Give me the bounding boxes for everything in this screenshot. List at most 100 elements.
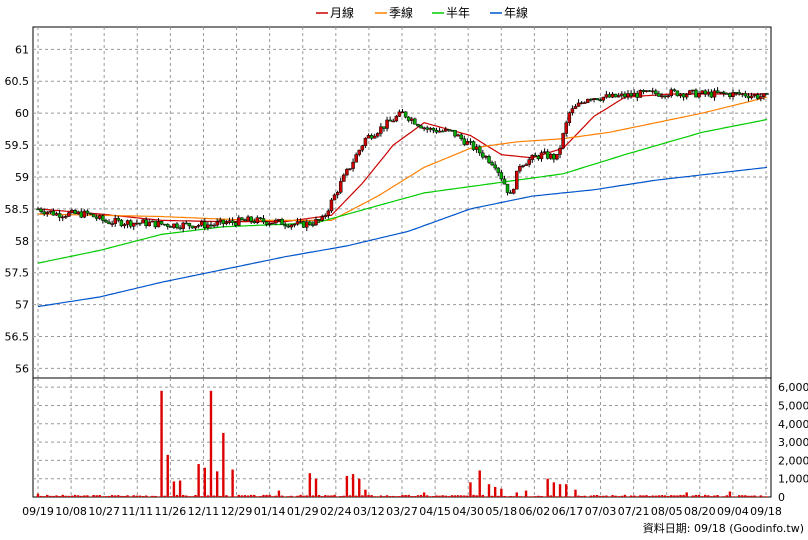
volume-bar bbox=[225, 495, 228, 497]
ma-line bbox=[37, 166, 768, 308]
volume-bar bbox=[169, 496, 173, 497]
date-tick-label: 03/12 bbox=[353, 505, 385, 518]
volume-bar bbox=[518, 496, 522, 497]
volume-bar bbox=[104, 496, 108, 497]
volume-bar bbox=[256, 496, 259, 497]
price-tick-label: 61 bbox=[15, 43, 29, 56]
candle bbox=[91, 213, 96, 218]
volume-bar bbox=[215, 471, 219, 497]
volume-bar bbox=[36, 493, 40, 497]
volume-bar bbox=[55, 495, 58, 497]
candle bbox=[301, 220, 306, 228]
volume-bar bbox=[336, 496, 339, 497]
volume-bar bbox=[719, 496, 722, 497]
candle bbox=[765, 92, 769, 95]
volume-bar bbox=[132, 495, 135, 497]
volume-bar bbox=[558, 484, 562, 497]
candle bbox=[440, 129, 445, 133]
volume-bar bbox=[685, 492, 688, 497]
candle bbox=[471, 140, 476, 152]
candle bbox=[511, 188, 516, 195]
volume-bar bbox=[320, 496, 324, 497]
volume-bar bbox=[592, 495, 596, 497]
candle bbox=[51, 208, 56, 216]
candle bbox=[453, 130, 457, 138]
date-tick-label: 09/18 bbox=[750, 505, 782, 518]
volume-bar bbox=[475, 495, 478, 497]
candle bbox=[329, 197, 334, 213]
volume-bar bbox=[419, 494, 423, 497]
legend-label: 半年 bbox=[446, 6, 470, 20]
volume-bar bbox=[565, 484, 568, 497]
volume-bar bbox=[163, 495, 166, 497]
candle bbox=[595, 98, 599, 101]
volume-bar bbox=[209, 390, 213, 497]
volume-bar bbox=[490, 495, 494, 497]
volume-bar bbox=[722, 496, 725, 497]
volume-bar bbox=[571, 496, 574, 497]
candle bbox=[101, 213, 105, 224]
candle bbox=[490, 160, 494, 166]
candle bbox=[564, 120, 568, 137]
volume-bar bbox=[126, 495, 129, 497]
volume-bar bbox=[73, 494, 77, 497]
candle bbox=[289, 224, 294, 230]
volume-bar bbox=[639, 495, 642, 497]
volume-bar bbox=[744, 495, 747, 497]
candle bbox=[477, 145, 482, 156]
volume-bar bbox=[546, 478, 549, 497]
candle bbox=[419, 124, 423, 129]
volume-bar bbox=[676, 495, 679, 497]
volume-bar bbox=[385, 495, 389, 497]
candle bbox=[342, 173, 346, 182]
legend-label: 季線 bbox=[389, 5, 413, 20]
candle bbox=[360, 144, 365, 153]
candle bbox=[372, 133, 377, 139]
candle bbox=[104, 218, 108, 224]
candle bbox=[335, 190, 340, 199]
volume-bar bbox=[626, 496, 630, 497]
volume-bar bbox=[46, 494, 49, 497]
candle bbox=[85, 209, 90, 217]
candle bbox=[122, 222, 127, 229]
candlesticks bbox=[36, 87, 769, 233]
candle bbox=[138, 222, 142, 227]
volume-bar bbox=[178, 480, 182, 497]
candle bbox=[280, 217, 284, 226]
candle bbox=[113, 214, 117, 227]
volume-bar bbox=[228, 496, 231, 497]
date-tick-label: 12/29 bbox=[221, 505, 253, 518]
candle bbox=[379, 123, 383, 137]
volume-bar bbox=[154, 495, 157, 497]
volume-bar bbox=[651, 495, 654, 497]
candle bbox=[447, 128, 451, 132]
candle bbox=[515, 170, 519, 190]
candle bbox=[376, 132, 380, 138]
volume-bar bbox=[552, 482, 556, 497]
volume-bar bbox=[148, 496, 151, 497]
volume-bar bbox=[287, 496, 290, 497]
candle bbox=[558, 144, 562, 159]
volume-bar bbox=[181, 494, 185, 497]
volume-bar bbox=[98, 495, 101, 497]
volume-bar bbox=[144, 495, 148, 497]
candle bbox=[416, 123, 420, 128]
date-tick-label: 11/26 bbox=[155, 505, 187, 518]
volume-bar bbox=[197, 464, 200, 497]
volume-bar bbox=[274, 495, 278, 497]
volume-bar bbox=[219, 495, 222, 497]
volume-bar bbox=[237, 494, 240, 497]
volume-bar bbox=[138, 495, 142, 497]
volume-bar bbox=[453, 495, 457, 497]
candle bbox=[314, 216, 318, 226]
candle bbox=[684, 92, 689, 100]
candle bbox=[348, 168, 352, 171]
volume-bar bbox=[376, 496, 379, 497]
volume-bar bbox=[271, 496, 274, 497]
candle bbox=[67, 211, 71, 218]
volume-bar bbox=[364, 489, 367, 497]
volume-bar bbox=[110, 495, 114, 497]
volume-bar bbox=[308, 473, 312, 497]
volume-bar bbox=[80, 495, 83, 497]
legend: 月線 季線 半年 年線 bbox=[316, 5, 528, 20]
